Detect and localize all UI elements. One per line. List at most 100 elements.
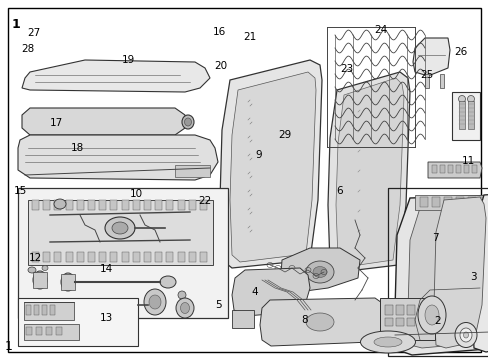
Text: 15: 15	[14, 186, 27, 196]
Text: 1: 1	[12, 18, 20, 31]
Text: 22: 22	[197, 196, 211, 206]
Bar	[26, 327, 32, 335]
Bar	[33, 272, 47, 288]
Bar	[431, 197, 439, 207]
Ellipse shape	[143, 289, 165, 315]
Polygon shape	[18, 135, 218, 180]
Polygon shape	[280, 248, 359, 292]
Bar	[54, 200, 61, 210]
Bar	[143, 200, 151, 210]
Bar	[43, 200, 50, 210]
Bar	[384, 305, 392, 315]
Ellipse shape	[42, 266, 48, 270]
Bar	[143, 252, 151, 262]
Bar	[99, 252, 106, 262]
Ellipse shape	[274, 297, 281, 303]
Text: 2: 2	[433, 316, 440, 326]
Bar	[406, 318, 414, 326]
Ellipse shape	[458, 95, 465, 103]
Bar	[379, 298, 434, 340]
Polygon shape	[433, 197, 485, 348]
Bar	[419, 197, 427, 207]
Ellipse shape	[33, 271, 47, 289]
Ellipse shape	[463, 332, 468, 338]
Text: 3: 3	[469, 272, 476, 282]
Polygon shape	[471, 192, 488, 352]
Ellipse shape	[160, 276, 176, 288]
Text: 12: 12	[28, 253, 42, 264]
Bar	[122, 252, 128, 262]
Ellipse shape	[424, 305, 438, 325]
Bar	[424, 74, 428, 88]
Text: 16: 16	[212, 27, 225, 37]
Polygon shape	[231, 268, 309, 316]
Bar	[56, 327, 62, 335]
Ellipse shape	[417, 296, 445, 334]
Text: 14: 14	[100, 264, 113, 274]
Polygon shape	[22, 60, 209, 92]
Bar	[406, 305, 414, 315]
Text: 23: 23	[340, 64, 353, 74]
Text: 20: 20	[214, 60, 227, 71]
Bar	[110, 252, 117, 262]
Ellipse shape	[467, 95, 473, 103]
Ellipse shape	[105, 217, 135, 239]
Bar	[32, 252, 39, 262]
Polygon shape	[22, 108, 184, 135]
Bar	[155, 200, 162, 210]
Text: 25: 25	[419, 70, 432, 80]
Text: 8: 8	[300, 315, 307, 325]
Bar	[431, 165, 436, 173]
Bar	[26, 305, 31, 315]
Bar	[155, 252, 162, 262]
Polygon shape	[427, 162, 481, 178]
Ellipse shape	[459, 328, 471, 342]
Bar	[36, 327, 42, 335]
Bar	[414, 195, 488, 210]
Text: 11: 11	[461, 156, 474, 166]
Bar	[177, 200, 184, 210]
Bar	[455, 197, 463, 207]
Bar	[200, 200, 206, 210]
Text: 24: 24	[373, 24, 386, 35]
Bar	[188, 200, 195, 210]
Ellipse shape	[312, 266, 326, 278]
Text: 6: 6	[336, 186, 343, 196]
Ellipse shape	[182, 115, 194, 129]
Polygon shape	[407, 205, 488, 348]
Bar	[65, 200, 72, 210]
Ellipse shape	[149, 295, 161, 309]
Ellipse shape	[176, 298, 194, 318]
Ellipse shape	[373, 337, 401, 347]
Bar	[200, 252, 206, 262]
Text: 13: 13	[100, 312, 113, 323]
Ellipse shape	[305, 313, 333, 331]
Polygon shape	[412, 38, 449, 76]
Bar	[231, 310, 253, 328]
Polygon shape	[335, 78, 403, 267]
Bar	[61, 274, 75, 290]
Ellipse shape	[305, 261, 333, 283]
Ellipse shape	[178, 291, 185, 299]
Polygon shape	[260, 298, 387, 346]
Bar	[467, 101, 473, 129]
Bar	[133, 200, 140, 210]
Text: 7: 7	[431, 233, 438, 243]
Bar	[455, 165, 460, 173]
Text: 5: 5	[215, 300, 222, 310]
Polygon shape	[327, 72, 409, 272]
Bar	[177, 252, 184, 262]
Bar	[395, 318, 403, 326]
Bar	[88, 200, 95, 210]
Bar	[54, 252, 61, 262]
Bar	[387, 188, 488, 356]
Bar	[24, 324, 79, 340]
Ellipse shape	[270, 293, 285, 307]
Bar	[166, 252, 173, 262]
Bar	[451, 92, 479, 140]
Bar	[65, 252, 72, 262]
Bar	[443, 197, 451, 207]
Polygon shape	[220, 60, 321, 268]
Text: 1: 1	[5, 340, 13, 353]
Bar	[439, 74, 443, 88]
